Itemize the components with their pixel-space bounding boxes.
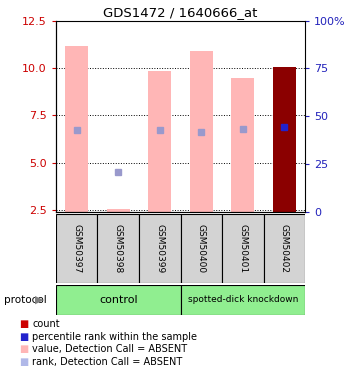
Bar	[56, 214, 97, 283]
Bar	[56, 285, 180, 315]
Text: protocol: protocol	[4, 295, 46, 305]
Bar	[231, 78, 254, 212]
Text: ■: ■	[19, 357, 28, 366]
Text: GSM50402: GSM50402	[280, 224, 289, 273]
Bar	[190, 51, 213, 212]
Text: GSM50401: GSM50401	[238, 224, 247, 273]
Bar	[264, 214, 305, 283]
Title: GDS1472 / 1640666_at: GDS1472 / 1640666_at	[103, 6, 258, 20]
Bar	[180, 214, 222, 283]
Text: GSM50399: GSM50399	[155, 224, 164, 273]
Text: ■: ■	[19, 320, 28, 329]
Bar	[139, 214, 180, 283]
Bar	[273, 67, 296, 212]
Bar	[65, 46, 88, 212]
Bar	[222, 214, 264, 283]
Text: GSM50398: GSM50398	[114, 224, 123, 273]
Text: GSM50400: GSM50400	[197, 224, 206, 273]
Bar	[97, 214, 139, 283]
Text: spotted-dick knockdown: spotted-dick knockdown	[188, 296, 298, 304]
Text: percentile rank within the sample: percentile rank within the sample	[32, 332, 197, 342]
Text: ▶: ▶	[35, 295, 44, 305]
Bar	[180, 285, 305, 315]
Text: value, Detection Call = ABSENT: value, Detection Call = ABSENT	[32, 344, 188, 354]
Text: ■: ■	[19, 332, 28, 342]
Text: control: control	[99, 295, 138, 305]
Text: GSM50397: GSM50397	[72, 224, 81, 273]
Bar	[148, 71, 171, 212]
Text: ■: ■	[19, 344, 28, 354]
Text: rank, Detection Call = ABSENT: rank, Detection Call = ABSENT	[32, 357, 183, 366]
Bar	[107, 209, 130, 212]
Text: count: count	[32, 320, 60, 329]
